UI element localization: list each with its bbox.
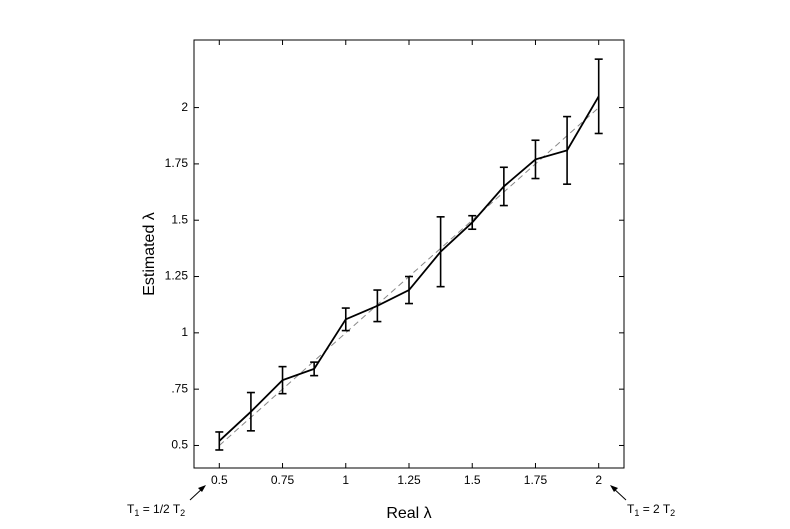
- annotation-text: = 1/2 T: [139, 502, 180, 516]
- error-bar: [531, 139, 540, 180]
- subscript: 2: [180, 508, 185, 518]
- error-bar: [341, 307, 350, 332]
- arrow-left: [189, 485, 206, 501]
- x-tick-label: 0.5: [211, 473, 228, 487]
- y-tick-label: .75: [171, 381, 188, 395]
- subscript: 1: [634, 508, 639, 518]
- error-bar: [499, 166, 508, 207]
- x-tick-label: 2: [595, 473, 602, 487]
- data-line: [218, 95, 600, 442]
- x-tick-label: 0.75: [271, 473, 295, 487]
- x-axis-label: Real λ: [386, 505, 431, 522]
- y-tick-label: 1: [181, 325, 188, 339]
- error-bar: [405, 275, 413, 305]
- x-tick-label: 1.75: [524, 473, 548, 487]
- y-tick-label: 1.75: [165, 156, 189, 170]
- y-tick-label: 2: [181, 100, 188, 114]
- x-tick-label: 1.5: [464, 473, 481, 487]
- error-bar: [563, 115, 572, 185]
- annotation: T1 = 2 T2: [627, 502, 675, 518]
- y-tick-label: 1.5: [171, 212, 188, 226]
- y-tick-label: 1.25: [165, 269, 189, 283]
- error-bar: [373, 289, 382, 323]
- y-tick-label: 0.5: [171, 438, 188, 452]
- subscript: 2: [670, 508, 675, 518]
- subscript: 1: [134, 508, 139, 518]
- arrow-right: [610, 485, 627, 501]
- annotation-text: T: [627, 502, 635, 516]
- error-bar: [436, 216, 445, 288]
- annotation-text: T: [127, 502, 135, 516]
- annotation-text: = 2 T: [639, 502, 670, 516]
- error-bar: [594, 58, 603, 135]
- x-tick-label: 1.25: [397, 473, 421, 487]
- error-bar: [246, 391, 255, 432]
- error-bar: [215, 431, 224, 451]
- error-bar: [278, 365, 287, 395]
- y-axis-label: Estimated λ: [141, 212, 158, 296]
- x-tick-label: 1: [342, 473, 349, 487]
- error-bar: [310, 361, 319, 377]
- error-bar: [468, 214, 477, 231]
- annotation: T1 = 1/2 T2: [127, 502, 185, 518]
